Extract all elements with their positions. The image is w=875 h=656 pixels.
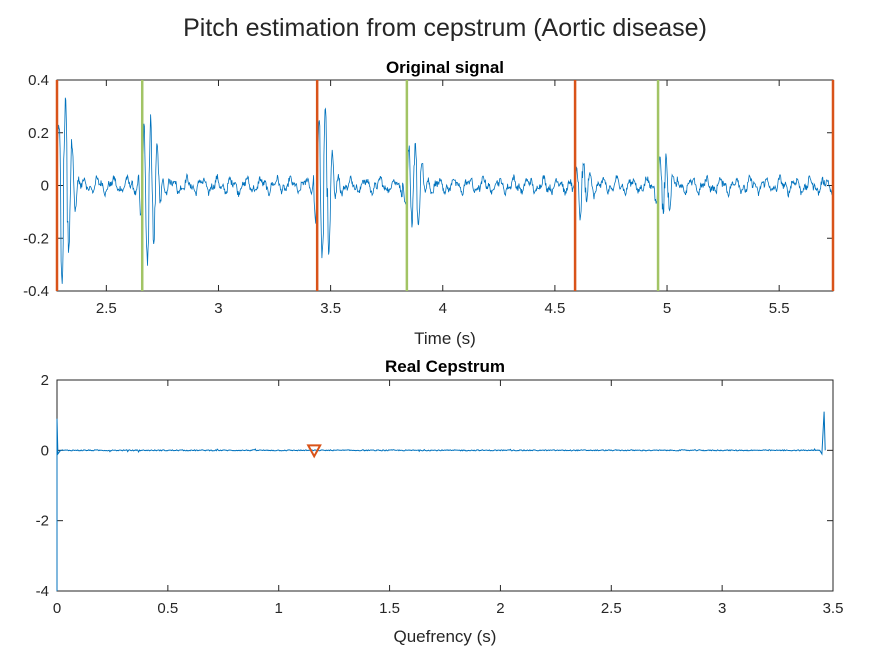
original-signal-xtick-label: 5.5	[769, 300, 790, 317]
original-signal-xtick-label: 4	[439, 300, 447, 317]
original-signal-ytick-label: -0.2	[23, 230, 49, 247]
real-cepstrum-xlabel: Quefrency (s)	[394, 627, 497, 646]
original-signal-ytick-label: 0.4	[28, 72, 49, 89]
original-signal-xtick-label: 3	[214, 300, 222, 317]
original-signal-xlabel: Time (s)	[414, 329, 476, 348]
original-signal-title: Original signal	[386, 58, 504, 77]
real-cepstrum-series-line	[56, 411, 826, 591]
original-signal-ytick-label: -0.4	[23, 283, 49, 300]
figure-title: Pitch estimation from cepstrum (Aortic d…	[183, 14, 707, 42]
real-cepstrum-xtick-label: 1.5	[379, 600, 400, 617]
original-signal-xtick-label: 4.5	[544, 300, 565, 317]
real-cepstrum-xtick-label: 3.5	[823, 600, 844, 617]
real-cepstrum-ytick-label: 2	[41, 372, 49, 389]
real-cepstrum-ytick-label: -2	[36, 513, 49, 530]
real-cepstrum-axes: Real Cepstrum 0 0.5 1 1.5 2 2.5 3 3.5 -4 -2 0 2 Que…	[36, 357, 844, 646]
original-signal-plot-area	[56, 79, 834, 292]
real-cepstrum-xtick-label: 0.5	[157, 600, 178, 617]
original-signal-xtick-label: 3.5	[320, 300, 341, 317]
original-signal-ytick-label: 0.2	[28, 125, 49, 142]
real-cepstrum-plot-area	[56, 379, 834, 592]
real-cepstrum-ytick-label: -4	[36, 583, 49, 600]
real-cepstrum-title: Real Cepstrum	[385, 357, 505, 376]
original-signal-axes: Original signal 2.5 3 3.5 4 4.5 5 5.5 -0.4 -0.2 0…	[23, 58, 835, 348]
original-signal-ytick-label: 0	[41, 178, 49, 195]
original-signal-xtick-label: 5	[663, 300, 671, 317]
pitch-peak-marker	[306, 444, 322, 459]
original-signal-xtick-label: 2.5	[96, 300, 117, 317]
original-signal-series-line	[56, 97, 834, 284]
real-cepstrum-xtick-label: 0	[53, 600, 61, 617]
real-cepstrum-xtick-label: 2.5	[601, 600, 622, 617]
real-cepstrum-xtick-label: 2	[496, 600, 504, 617]
real-cepstrum-xtick-label: 3	[718, 600, 726, 617]
real-cepstrum-xtick-label: 1	[275, 600, 283, 617]
real-cepstrum-ytick-label: 0	[41, 442, 49, 459]
